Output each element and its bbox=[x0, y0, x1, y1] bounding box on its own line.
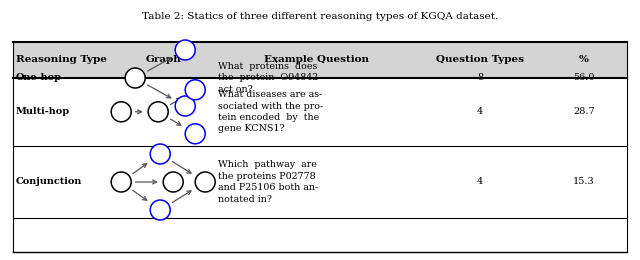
Text: What  proteins  does
the  protein  O94842
act on?: What proteins does the protein O94842 ac… bbox=[218, 62, 318, 94]
Text: Table 2: Statics of three different reasoning types of KGQA dataset.: Table 2: Statics of three different reas… bbox=[142, 12, 498, 21]
Text: Graph: Graph bbox=[145, 55, 181, 64]
Text: 8: 8 bbox=[477, 74, 483, 82]
Ellipse shape bbox=[185, 80, 205, 100]
Ellipse shape bbox=[150, 200, 170, 220]
Ellipse shape bbox=[195, 172, 215, 192]
Ellipse shape bbox=[175, 96, 195, 116]
Ellipse shape bbox=[148, 102, 168, 122]
Text: Which  pathway  are
the proteins P02778
and P25106 both an-
notated in?: Which pathway are the proteins P02778 an… bbox=[218, 160, 318, 204]
Text: Reasoning Type: Reasoning Type bbox=[16, 55, 107, 64]
Ellipse shape bbox=[175, 40, 195, 60]
Text: 4: 4 bbox=[477, 107, 483, 116]
Ellipse shape bbox=[111, 102, 131, 122]
Ellipse shape bbox=[125, 68, 145, 88]
Text: One-hop: One-hop bbox=[16, 74, 62, 82]
Text: Multi-hop: Multi-hop bbox=[16, 107, 70, 116]
Text: What diseases are as-
sociated with the pro-
tein encoded  by  the
gene KCNS1?: What diseases are as- sociated with the … bbox=[218, 90, 323, 133]
Text: 56.0: 56.0 bbox=[573, 74, 595, 82]
Ellipse shape bbox=[150, 144, 170, 164]
Bar bbox=[13, 42, 627, 78]
Text: Example Question: Example Question bbox=[264, 55, 369, 64]
Ellipse shape bbox=[163, 172, 183, 192]
Ellipse shape bbox=[111, 172, 131, 192]
Text: 4: 4 bbox=[477, 178, 483, 186]
Text: Question Types: Question Types bbox=[436, 55, 524, 64]
Ellipse shape bbox=[185, 124, 205, 144]
Text: %: % bbox=[579, 55, 589, 64]
Text: 28.7: 28.7 bbox=[573, 107, 595, 116]
Text: Conjunction: Conjunction bbox=[16, 178, 83, 186]
Text: 15.3: 15.3 bbox=[573, 178, 595, 186]
